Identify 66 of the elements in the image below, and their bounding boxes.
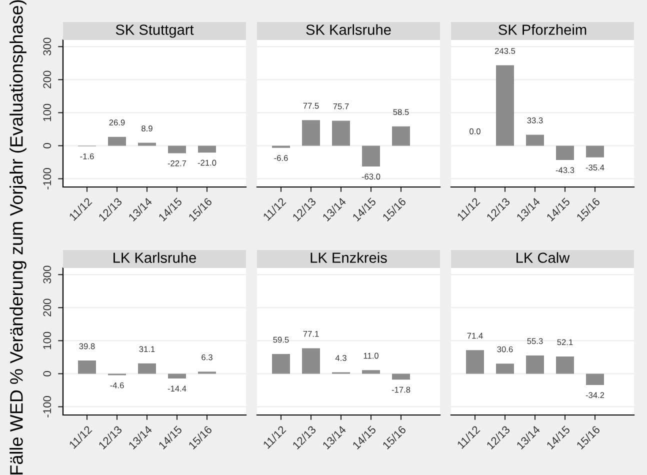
data-label: -35.4	[586, 164, 604, 170]
y-tick-label: 200	[43, 298, 52, 316]
data-label: 52.1	[557, 339, 573, 346]
data-label: 0.0	[470, 128, 480, 134]
data-label: -4.6	[110, 382, 124, 388]
chart-title: LK Karlsruhe	[114, 252, 196, 263]
bar	[392, 126, 410, 146]
bar	[332, 120, 350, 146]
chart-title: SK Karlsruhe	[306, 24, 391, 35]
data-label: -63.0	[362, 174, 380, 180]
y-axis-title: Fälle WED % Veränderung zum Vorjahr (Evaluationsphase)	[10, 0, 26, 474]
bar	[168, 374, 186, 378]
bar	[362, 146, 380, 167]
data-label: 11.0	[364, 352, 378, 359]
bar	[198, 146, 216, 153]
data-label: 39.8	[79, 343, 95, 350]
data-label: -21.0	[198, 160, 216, 166]
data-label: 33.3	[527, 117, 543, 124]
y-tick-label: 200	[43, 70, 52, 88]
data-label: -1.6	[80, 153, 94, 160]
data-label: -22.7	[168, 160, 186, 166]
data-label: 71.4	[467, 332, 483, 339]
bar	[466, 350, 484, 374]
bar	[168, 146, 186, 154]
data-label: -14.4	[168, 386, 186, 392]
data-label: 26.9	[109, 120, 125, 126]
y-tick-label: -100	[43, 168, 52, 190]
y-tick-label: -100	[43, 396, 52, 418]
bar	[272, 354, 290, 374]
y-tick-label: 300	[43, 266, 52, 284]
data-label: 58.5	[393, 109, 409, 116]
data-label: -6.6	[274, 155, 288, 161]
bar	[78, 360, 96, 374]
bar	[392, 374, 410, 380]
data-label: 77.5	[303, 102, 319, 109]
bar	[138, 363, 156, 374]
data-label: 30.6	[497, 346, 513, 352]
data-label: 59.5	[273, 336, 289, 343]
chart-title: LK Enzkreis	[310, 252, 387, 263]
bar	[586, 374, 604, 386]
y-tick-label: 100	[43, 332, 52, 350]
bar	[108, 136, 126, 146]
data-label: 77.1	[303, 331, 319, 337]
y-tick-label: 300	[43, 38, 52, 56]
data-label: 75.7	[333, 104, 349, 110]
data-label: -43.3	[556, 167, 574, 174]
chart-title: LK Calw	[516, 252, 570, 263]
y-tick-label: 100	[43, 104, 52, 122]
bar	[496, 364, 514, 374]
y-tick-label: 0	[43, 371, 52, 376]
chart-title: SK Pforzheim	[498, 24, 586, 35]
y-tick-label: 0	[43, 143, 52, 148]
data-label: 55.3	[527, 338, 543, 344]
bar	[526, 355, 544, 374]
data-label: -34.2	[586, 392, 604, 398]
data-label: -17.8	[392, 386, 410, 393]
bar	[556, 356, 574, 374]
chart-title: SK Stuttgart	[116, 24, 194, 38]
data-label: 31.1	[139, 346, 155, 352]
data-label: 4.3	[335, 355, 346, 361]
bar	[302, 348, 320, 374]
data-label: 243.5	[494, 48, 516, 54]
bar	[302, 120, 320, 146]
data-label: 8.9	[142, 125, 152, 132]
bar	[362, 370, 380, 374]
data-label: 6.3	[202, 354, 212, 360]
